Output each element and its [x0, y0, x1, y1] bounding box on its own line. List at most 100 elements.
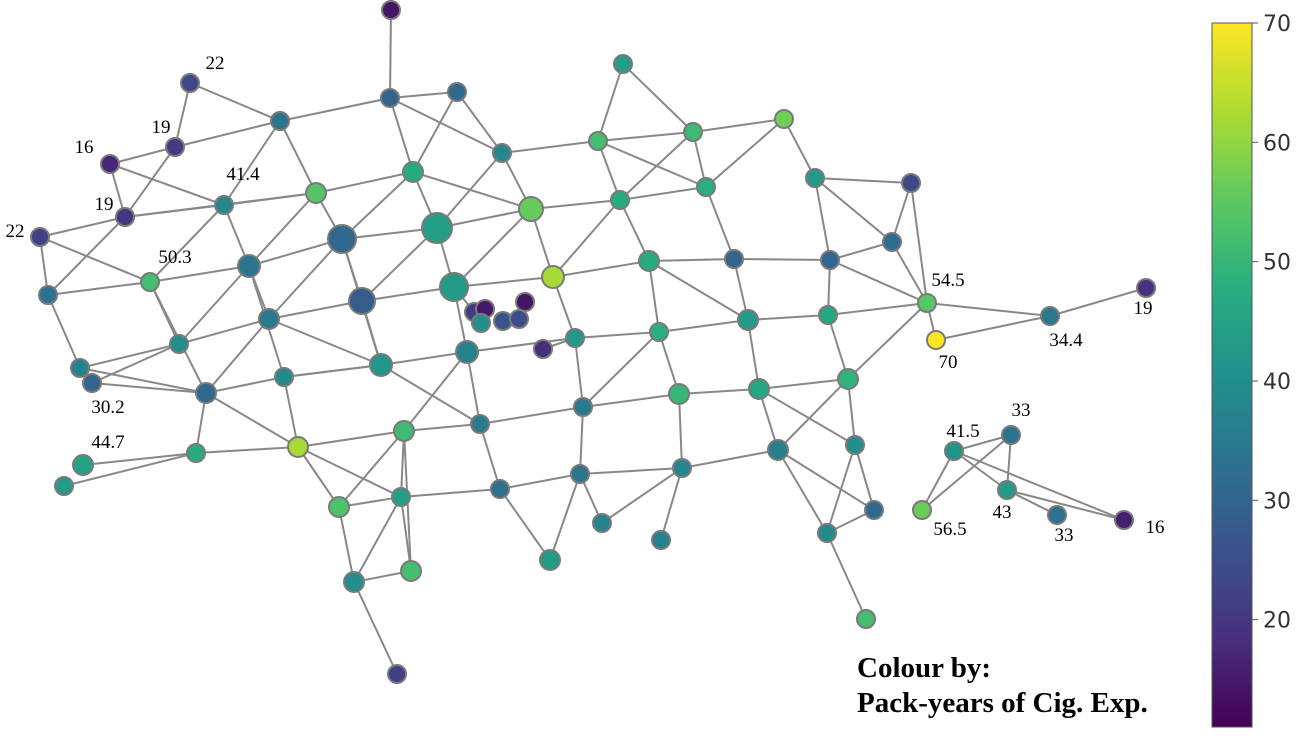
network-node — [518, 196, 544, 222]
network-edge — [953, 450, 1008, 491]
network-node — [180, 73, 200, 93]
network-edge — [530, 199, 621, 210]
network-node — [186, 443, 206, 463]
network-node — [917, 293, 937, 313]
network-node — [140, 272, 160, 292]
network-edge — [315, 171, 414, 194]
network-edge — [341, 171, 414, 240]
network-node — [638, 250, 660, 272]
colorbar-tick-label: 50 — [1263, 251, 1291, 276]
network-node — [391, 487, 411, 507]
network-edge — [279, 120, 317, 194]
network-edge — [109, 146, 176, 165]
node-value-label: 50.3 — [158, 247, 191, 268]
network-node — [381, 0, 401, 20]
network-node — [439, 272, 469, 302]
network-edge — [268, 318, 382, 366]
network-edge — [814, 177, 893, 243]
network-node — [570, 464, 590, 484]
network-node — [72, 454, 94, 476]
node-value-label: 43 — [993, 502, 1012, 523]
network-node — [387, 664, 407, 684]
network-node — [997, 480, 1017, 500]
network-node — [651, 530, 671, 550]
network-edge — [178, 265, 250, 345]
network-edge — [389, 97, 414, 173]
network-edge — [479, 406, 584, 425]
colorbar-tick-label: 70 — [1263, 12, 1291, 37]
network-edge — [205, 392, 299, 448]
network-edge — [777, 378, 849, 451]
network-edge — [400, 496, 412, 572]
network-edge — [648, 260, 660, 333]
network-node — [470, 414, 490, 434]
network-edge — [681, 449, 779, 469]
network-edge — [648, 258, 735, 262]
network-edge — [499, 488, 551, 561]
network-node — [195, 382, 217, 404]
network-edge — [926, 302, 1051, 317]
network-node — [856, 609, 876, 629]
network-node — [837, 368, 859, 390]
network-edge — [678, 388, 760, 395]
network-node — [380, 88, 400, 108]
colorbar-tick-label: 30 — [1263, 489, 1291, 514]
network-edge — [79, 343, 180, 369]
network-edge — [847, 378, 856, 446]
network-edge — [47, 294, 81, 369]
network-edge — [921, 450, 955, 511]
network-edge — [619, 131, 694, 201]
network-edge — [814, 177, 831, 261]
network-edge — [205, 376, 285, 394]
network-edge — [597, 140, 621, 201]
network-edge — [910, 182, 928, 304]
network-node — [274, 367, 294, 387]
network-edge — [501, 140, 599, 154]
network-edge — [921, 434, 1012, 511]
network-edge — [353, 581, 398, 675]
network-edge — [338, 506, 355, 583]
network-edge — [412, 171, 532, 210]
network-edge — [223, 120, 281, 206]
network-node — [100, 154, 120, 174]
node-value-label: 30.2 — [91, 397, 124, 418]
network-edge — [248, 192, 317, 267]
network-edge — [47, 281, 151, 296]
network-edge — [783, 118, 816, 179]
network-node — [748, 378, 770, 400]
network-node — [737, 309, 759, 331]
network-edge — [223, 192, 317, 206]
node-value-label: 41.5 — [946, 421, 979, 442]
network-node — [767, 439, 789, 461]
network-edge — [466, 337, 576, 353]
network-node — [421, 212, 453, 244]
network-edge — [499, 473, 581, 490]
network-edge — [466, 351, 481, 425]
network-edge — [648, 260, 749, 321]
network-edge — [582, 393, 680, 408]
network-node — [165, 137, 185, 157]
network-node — [490, 479, 510, 499]
network-edge — [174, 120, 281, 148]
network-edge — [619, 186, 707, 201]
node-labels: 22 19 16 41.4 19 22 50.3 30.2 44.7 54.5 70 34.4 19 33… — [6, 53, 1165, 546]
network-node — [393, 420, 415, 442]
network-edge — [380, 364, 481, 425]
network-edge — [747, 319, 760, 390]
network-node — [287, 436, 309, 458]
network-edge — [353, 496, 402, 583]
network-node — [573, 397, 593, 417]
network-node — [882, 232, 902, 252]
network-edge — [705, 186, 735, 260]
network-edge — [758, 378, 849, 390]
network-node — [668, 383, 690, 405]
network-edge — [597, 63, 624, 142]
network-node — [820, 250, 840, 270]
network-edge — [338, 430, 405, 508]
network-edge — [124, 146, 176, 218]
network-node — [845, 435, 865, 455]
network-edge — [195, 446, 299, 454]
network-edge — [149, 204, 225, 283]
network-edge — [79, 367, 207, 394]
